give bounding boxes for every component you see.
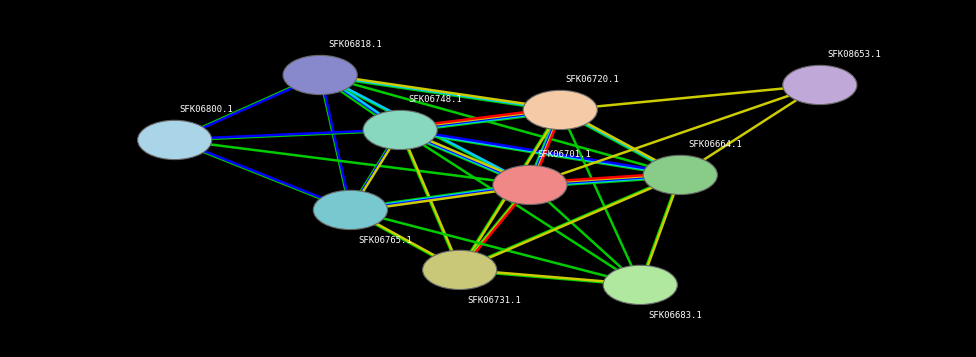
- Ellipse shape: [363, 110, 437, 150]
- Text: SFK06683.1: SFK06683.1: [648, 311, 702, 320]
- Text: SFK06664.1: SFK06664.1: [688, 140, 742, 149]
- Text: SFK06720.1: SFK06720.1: [565, 75, 619, 84]
- Ellipse shape: [523, 90, 597, 130]
- Ellipse shape: [283, 55, 357, 95]
- Ellipse shape: [138, 120, 212, 160]
- Ellipse shape: [423, 250, 497, 290]
- Text: SFK06765.1: SFK06765.1: [358, 236, 412, 245]
- Ellipse shape: [493, 165, 567, 205]
- Text: SFK06748.1: SFK06748.1: [408, 95, 462, 104]
- Ellipse shape: [603, 265, 677, 305]
- Text: SFK08653.1: SFK08653.1: [828, 50, 881, 59]
- Text: SFK06701.1: SFK06701.1: [538, 150, 591, 159]
- Ellipse shape: [643, 155, 717, 195]
- Text: SFK06731.1: SFK06731.1: [468, 296, 521, 305]
- Ellipse shape: [313, 190, 387, 230]
- Ellipse shape: [783, 65, 857, 105]
- Text: SFK06818.1: SFK06818.1: [328, 40, 382, 49]
- Text: SFK06800.1: SFK06800.1: [180, 105, 233, 114]
